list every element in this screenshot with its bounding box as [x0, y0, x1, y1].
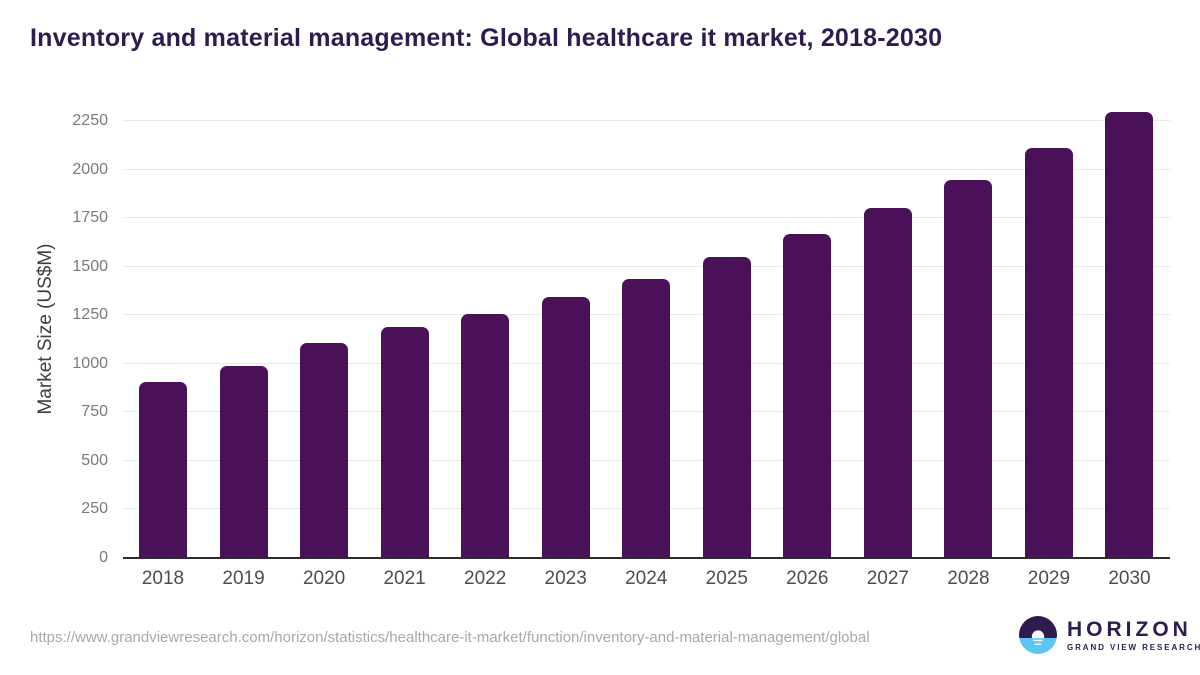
logo-name: HORIZON	[1067, 617, 1192, 641]
x-tick-label-2024: 2024	[625, 568, 668, 589]
bar-2022	[461, 314, 510, 558]
x-tick-label-2029: 2029	[1027, 568, 1071, 589]
y-tick-label-1500: 1500	[72, 257, 108, 275]
bar-2029	[1024, 147, 1073, 558]
y-tick-label-250: 250	[81, 500, 108, 518]
plot-area	[123, 100, 1170, 559]
chart-title: Inventory and material management: Globa…	[30, 24, 943, 52]
logo-subtitle: GRAND VIEW RESEARCH	[1067, 642, 1200, 652]
horizon-sun-icon	[1019, 616, 1057, 654]
y-tick-label-2000: 2000	[72, 160, 108, 178]
x-tick-label-2025: 2025	[705, 568, 748, 589]
y-tick-label-0: 0	[99, 549, 108, 566]
y-tick-label-500: 500	[81, 451, 108, 469]
y-tick-label-1250: 1250	[72, 306, 108, 324]
x-axis-labels: 2018 2019 2020 2021 2022 2023 2024 2025 2026 2027…	[123, 567, 1170, 591]
gridline-2250	[123, 120, 1170, 122]
x-tick-label-2019: 2019	[222, 568, 265, 589]
bar-2026	[783, 233, 832, 558]
x-tick-label-2022: 2022	[464, 568, 507, 589]
x-tick-label-2021: 2021	[383, 568, 426, 589]
y-axis-ticks: 0 250 500 750 1000 1250 1500 1750 2000 2250	[0, 100, 108, 566]
x-tick-label-2020: 2020	[302, 568, 346, 589]
gridline-1750	[123, 217, 1170, 219]
bar-2030	[1105, 111, 1154, 558]
source-url: https://www.grandviewresearch.com/horizo…	[30, 629, 870, 646]
x-tick-label-2027: 2027	[866, 568, 909, 589]
gridline-2000	[123, 168, 1170, 170]
y-tick-label-1750: 1750	[72, 209, 108, 227]
y-tick-label-750: 750	[81, 403, 108, 421]
x-tick-label-2018: 2018	[141, 568, 185, 589]
bar-2023	[541, 296, 590, 558]
bar-2025	[702, 257, 751, 558]
logo-text: HORIZON GRAND VIEW RESEARCH	[1067, 617, 1200, 652]
y-tick-label-1000: 1000	[72, 354, 108, 372]
gridline-1500	[123, 265, 1170, 267]
bar-2021	[380, 327, 429, 558]
bar-2027	[863, 207, 912, 558]
x-tick-label-2030: 2030	[1108, 568, 1151, 589]
x-tick-label-2028: 2028	[947, 568, 990, 589]
x-tick-label-2026: 2026	[786, 568, 829, 589]
horizon-logo: HORIZON GRAND VIEW RESEARCH	[1018, 615, 1200, 655]
bar-2018	[139, 382, 187, 558]
y-tick-label-2250: 2250	[72, 112, 108, 130]
bar-2019	[219, 365, 268, 558]
x-tick-label-2023: 2023	[544, 568, 587, 589]
bar-2028	[944, 179, 993, 558]
bar-2020	[300, 342, 349, 558]
x-axis-line	[123, 557, 1170, 559]
bar-2024	[622, 278, 671, 558]
